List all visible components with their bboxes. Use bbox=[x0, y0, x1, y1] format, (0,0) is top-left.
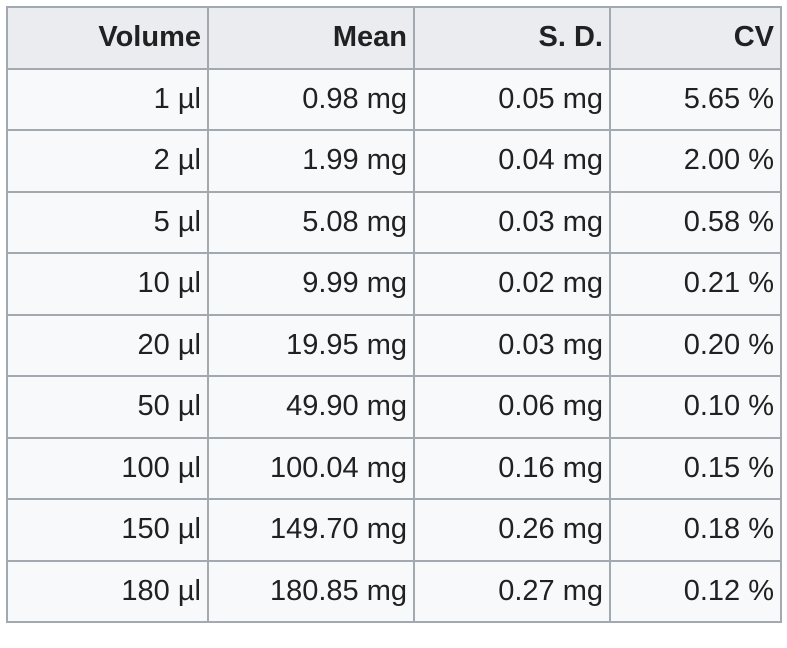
cell-sd: 0.04 mg bbox=[413, 129, 611, 193]
cell-mean: 100.04 mg bbox=[207, 436, 415, 500]
table-row: 100 µl 100.04 mg 0.16 mg 0.15 % bbox=[6, 436, 782, 500]
cell-volume: 50 µl bbox=[6, 375, 209, 439]
cell-cv: 0.12 % bbox=[609, 559, 782, 623]
header-mean: Mean bbox=[207, 6, 415, 70]
cell-volume: 5 µl bbox=[6, 190, 209, 254]
cell-volume: 20 µl bbox=[6, 313, 209, 377]
cell-mean: 149.70 mg bbox=[207, 498, 415, 562]
cell-sd: 0.27 mg bbox=[413, 559, 611, 623]
header-volume: Volume bbox=[6, 6, 209, 70]
cell-volume: 10 µl bbox=[6, 252, 209, 316]
cell-mean: 1.99 mg bbox=[207, 129, 415, 193]
cell-cv: 5.65 % bbox=[609, 67, 782, 131]
table-row: 2 µl 1.99 mg 0.04 mg 2.00 % bbox=[6, 129, 782, 193]
cell-sd: 0.02 mg bbox=[413, 252, 611, 316]
cell-mean: 49.90 mg bbox=[207, 375, 415, 439]
cell-sd: 0.05 mg bbox=[413, 67, 611, 131]
cell-volume: 100 µl bbox=[6, 436, 209, 500]
cell-sd: 0.06 mg bbox=[413, 375, 611, 439]
table-row: 50 µl 49.90 mg 0.06 mg 0.10 % bbox=[6, 375, 782, 439]
cell-sd: 0.26 mg bbox=[413, 498, 611, 562]
table-row: 1 µl 0.98 mg 0.05 mg 5.65 % bbox=[6, 67, 782, 131]
cell-mean: 5.08 mg bbox=[207, 190, 415, 254]
cell-cv: 0.58 % bbox=[609, 190, 782, 254]
table-row: 10 µl 9.99 mg 0.02 mg 0.21 % bbox=[6, 252, 782, 316]
header-cv: CV bbox=[609, 6, 782, 70]
header-row: Volume Mean S. D. CV bbox=[6, 6, 782, 70]
cell-cv: 2.00 % bbox=[609, 129, 782, 193]
cell-sd: 0.16 mg bbox=[413, 436, 611, 500]
data-table: Volume Mean S. D. CV 1 µl 0.98 mg 0.05 m… bbox=[6, 6, 782, 623]
table-body: 1 µl 0.98 mg 0.05 mg 5.65 % 2 µl 1.99 mg… bbox=[6, 67, 782, 623]
cell-volume: 180 µl bbox=[6, 559, 209, 623]
cell-cv: 0.10 % bbox=[609, 375, 782, 439]
table-header: Volume Mean S. D. CV bbox=[6, 6, 782, 70]
header-sd: S. D. bbox=[413, 6, 611, 70]
cell-sd: 0.03 mg bbox=[413, 313, 611, 377]
cell-mean: 9.99 mg bbox=[207, 252, 415, 316]
cell-sd: 0.03 mg bbox=[413, 190, 611, 254]
cell-cv: 0.15 % bbox=[609, 436, 782, 500]
cell-mean: 19.95 mg bbox=[207, 313, 415, 377]
cell-cv: 0.18 % bbox=[609, 498, 782, 562]
cell-volume: 150 µl bbox=[6, 498, 209, 562]
cell-mean: 180.85 mg bbox=[207, 559, 415, 623]
table-row: 180 µl 180.85 mg 0.27 mg 0.12 % bbox=[6, 559, 782, 623]
table-row: 150 µl 149.70 mg 0.26 mg 0.18 % bbox=[6, 498, 782, 562]
cell-cv: 0.21 % bbox=[609, 252, 782, 316]
table-row: 20 µl 19.95 mg 0.03 mg 0.20 % bbox=[6, 313, 782, 377]
cell-cv: 0.20 % bbox=[609, 313, 782, 377]
cell-volume: 2 µl bbox=[6, 129, 209, 193]
table-row: 5 µl 5.08 mg 0.03 mg 0.58 % bbox=[6, 190, 782, 254]
cell-mean: 0.98 mg bbox=[207, 67, 415, 131]
cell-volume: 1 µl bbox=[6, 67, 209, 131]
